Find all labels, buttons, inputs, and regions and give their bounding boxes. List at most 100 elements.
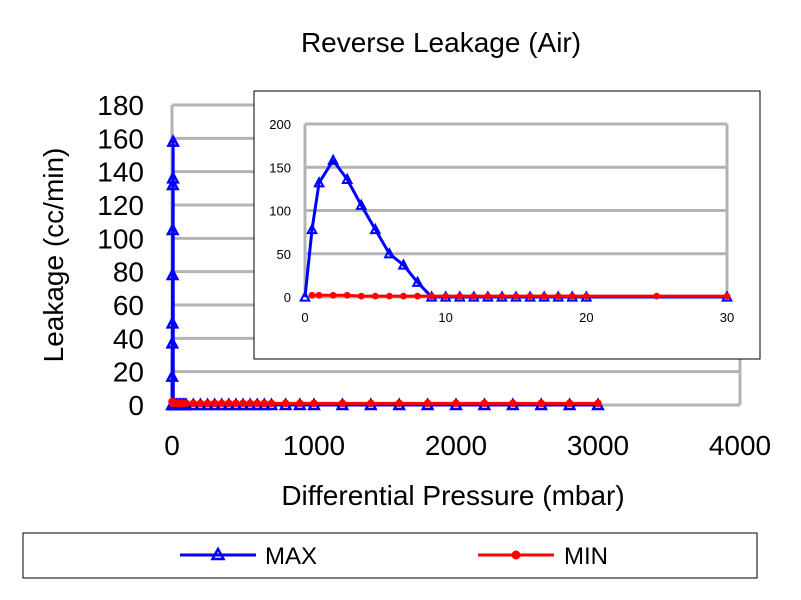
inset-series-min-point bbox=[442, 292, 450, 300]
inset-series-min-point bbox=[329, 291, 337, 299]
inset-series-min-point bbox=[484, 292, 492, 300]
inset-y-tick-label: 100 bbox=[269, 204, 291, 219]
inset-chart: 0 50 100 150 200 0 10 20 30 bbox=[253, 90, 761, 360]
main-y-tick-label: 80 bbox=[113, 257, 144, 288]
legend-min-label: MIN bbox=[564, 543, 608, 570]
main-series-min-point bbox=[452, 399, 460, 408]
main-series-min-point bbox=[260, 399, 269, 408]
main-series-max-point bbox=[165, 315, 180, 329]
main-series-min-point bbox=[423, 399, 432, 408]
inset-series-min-point bbox=[512, 292, 520, 300]
inset-series-min-point bbox=[343, 291, 351, 299]
main-series-min-point bbox=[196, 399, 205, 408]
inset-series-max-point bbox=[411, 275, 424, 287]
inset-y-tick-label: 50 bbox=[277, 247, 291, 262]
inset-series-min-point bbox=[723, 292, 731, 300]
main-series-min-point bbox=[281, 399, 290, 408]
inset-series-min-point bbox=[470, 292, 478, 300]
main-series-min-point bbox=[338, 399, 347, 408]
main-y-tick-label: 60 bbox=[113, 290, 144, 321]
inset-x-tick-label: 20 bbox=[579, 310, 593, 325]
inset-series-min-point bbox=[400, 292, 407, 300]
inset-series-max-point bbox=[327, 153, 340, 165]
inset-series-min-point bbox=[386, 292, 393, 300]
inset-y-tick-label: 0 bbox=[284, 290, 291, 305]
main-series-min-point bbox=[246, 399, 254, 408]
inset-y-tick-label: 150 bbox=[269, 160, 291, 175]
main-series-max-point bbox=[165, 222, 180, 236]
main-series-min-point bbox=[239, 399, 247, 408]
main-series-min-point bbox=[480, 399, 489, 408]
main-series-min-point bbox=[210, 399, 219, 408]
main-series-min-point bbox=[232, 399, 240, 408]
inset-series-min-point bbox=[653, 292, 661, 300]
main-series-max-point bbox=[166, 170, 180, 184]
chart-title: Reverse Leakage (Air) bbox=[301, 27, 581, 58]
main-x-tick-label: 2000 bbox=[425, 430, 487, 461]
inset-series-min-point bbox=[414, 292, 421, 300]
main-series-min-point bbox=[296, 399, 304, 408]
main-y-tick-label: 20 bbox=[113, 357, 144, 388]
inset-series-min-point bbox=[540, 292, 548, 300]
inset-series-min-point bbox=[371, 292, 379, 300]
inset-series-min-point bbox=[456, 292, 464, 300]
inset-series-max-point bbox=[383, 247, 396, 259]
inset-series-max-point bbox=[397, 258, 410, 270]
main-series-min-point bbox=[253, 399, 261, 408]
inset-series-max-point bbox=[369, 222, 382, 235]
main-x-tick-label: 1000 bbox=[283, 430, 345, 461]
inset-series-min-point bbox=[526, 292, 534, 300]
legend-box bbox=[22, 532, 758, 579]
inset-series-min-point bbox=[428, 292, 435, 300]
main-series-max-point bbox=[165, 368, 179, 382]
inset-x-tick-label: 30 bbox=[720, 310, 734, 325]
main-y-tick-label: 0 bbox=[128, 390, 144, 421]
main-y-tick-label: 180 bbox=[97, 90, 144, 121]
main-series-min-point bbox=[509, 399, 517, 408]
inset-series-max-point bbox=[355, 198, 368, 210]
main-series-max-point bbox=[165, 267, 180, 281]
inset-series-max-point bbox=[299, 290, 311, 302]
main-series-max-point bbox=[166, 177, 180, 191]
main-series-min-point bbox=[594, 399, 602, 408]
legend-entry-max: MAX bbox=[180, 543, 317, 570]
main-series-min-point bbox=[217, 399, 226, 408]
main-series-min-point bbox=[395, 399, 403, 408]
main-series-max-point bbox=[166, 133, 180, 147]
main-y-tick-label: 40 bbox=[113, 323, 144, 354]
main-series-min-point bbox=[225, 399, 233, 408]
inset-x-tick-label: 0 bbox=[301, 310, 308, 325]
legend-max-marker bbox=[210, 546, 226, 561]
inset-series-max-point bbox=[341, 172, 354, 184]
main-series-min-point bbox=[182, 399, 190, 408]
inset-series-min-point bbox=[357, 292, 365, 300]
inset-x-tick-label: 10 bbox=[438, 310, 452, 325]
main-series-min-point bbox=[310, 399, 318, 408]
inset-series-max-point bbox=[313, 176, 326, 188]
main-series-min-point bbox=[203, 399, 212, 408]
legend: MAX MIN bbox=[22, 532, 758, 579]
inset-series-min-point bbox=[308, 291, 316, 299]
inset-series-min-point bbox=[582, 292, 590, 300]
legend-entry-min: MIN bbox=[478, 543, 608, 570]
legend-min-marker bbox=[511, 550, 521, 560]
main-x-tick-label: 3000 bbox=[567, 430, 629, 461]
inset-series-min-point bbox=[315, 291, 323, 299]
main-series-max-point bbox=[165, 335, 180, 349]
inset-series-min-point bbox=[568, 292, 576, 300]
main-series-min-point bbox=[565, 399, 574, 408]
inset-frame bbox=[253, 90, 761, 360]
inset-y-tick-label: 200 bbox=[269, 117, 291, 132]
inset-series-min-point bbox=[498, 292, 506, 300]
main-x-tick-label: 0 bbox=[164, 430, 180, 461]
x-axis-label: Differential Pressure (mbar) bbox=[281, 480, 624, 511]
main-y-tick-label: 120 bbox=[97, 190, 144, 221]
y-axis-label: Leakage (cc/min) bbox=[38, 148, 69, 363]
inset-series-max-point bbox=[306, 222, 318, 235]
main-series-min-point bbox=[367, 399, 375, 408]
main-y-tick-label: 100 bbox=[97, 223, 144, 254]
main-y-tick-label: 160 bbox=[97, 123, 144, 154]
main-x-tick-label: 4000 bbox=[709, 430, 771, 461]
inset-series-min-point bbox=[554, 292, 562, 300]
